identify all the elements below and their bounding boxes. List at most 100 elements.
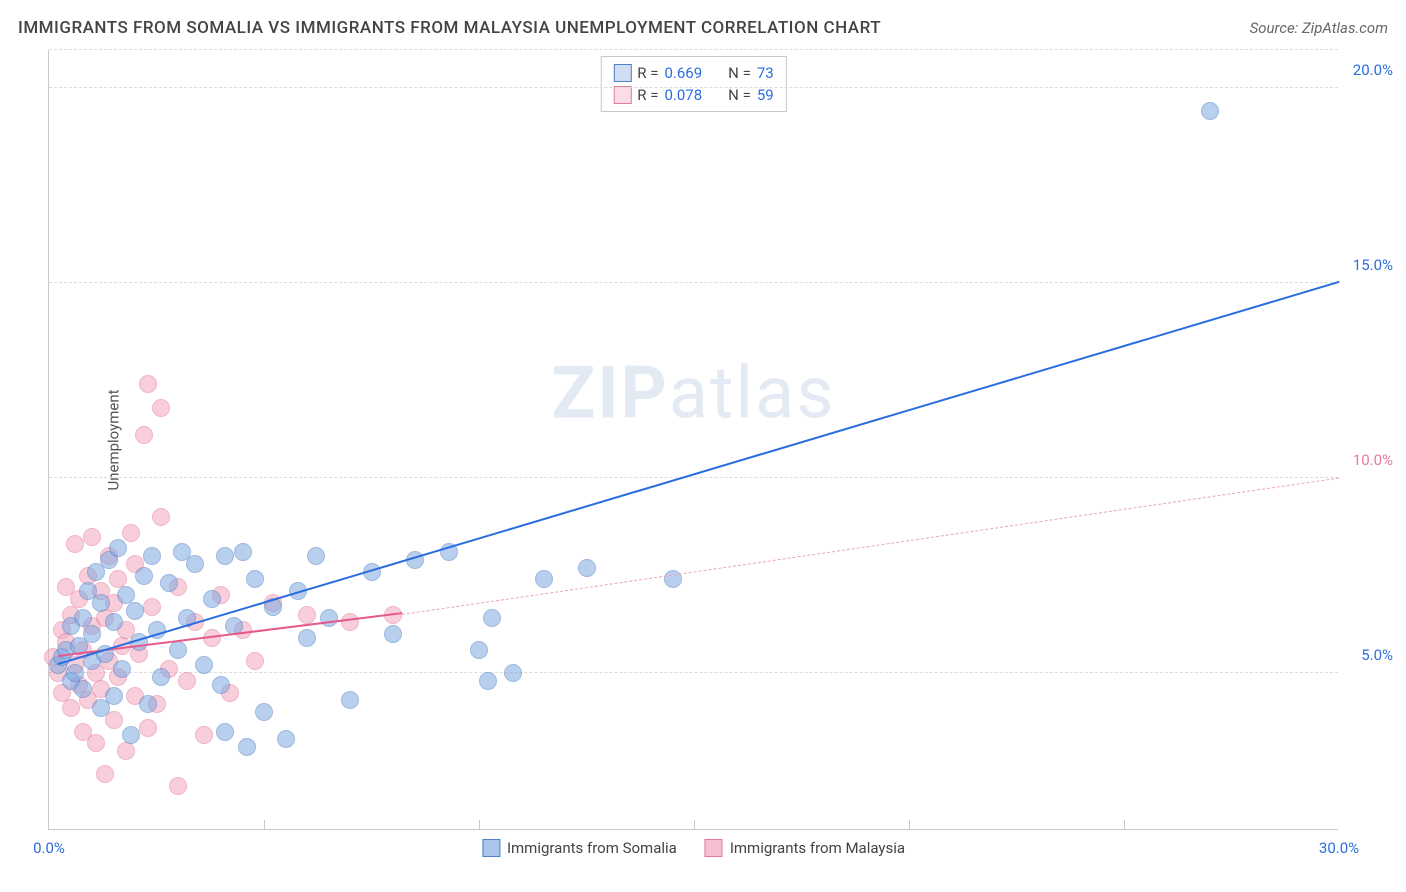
data-point-somalia bbox=[152, 668, 170, 686]
data-point-somalia bbox=[277, 730, 295, 748]
data-point-somalia bbox=[320, 609, 338, 627]
correlation-legend: R = 0.669 N = 73 R = 0.078 N = 59 bbox=[600, 56, 786, 112]
data-point-somalia bbox=[105, 613, 123, 631]
data-point-somalia bbox=[298, 629, 316, 647]
data-point-somalia bbox=[341, 691, 359, 709]
trend-line bbox=[402, 477, 1340, 614]
watermark-zip: ZIP bbox=[552, 350, 669, 435]
legend-r-label: R = bbox=[637, 86, 658, 104]
data-point-malaysia bbox=[122, 524, 140, 542]
data-point-somalia bbox=[105, 687, 123, 705]
data-point-malaysia bbox=[298, 606, 316, 624]
data-point-somalia bbox=[216, 723, 234, 741]
data-point-somalia bbox=[470, 641, 488, 659]
data-point-somalia bbox=[234, 543, 252, 561]
y-tick-label: 20.0% bbox=[1353, 61, 1393, 79]
data-point-somalia bbox=[535, 570, 553, 588]
data-point-malaysia bbox=[178, 672, 196, 690]
x-min-label: 0.0% bbox=[33, 839, 65, 857]
x-tick bbox=[1124, 820, 1125, 830]
data-point-somalia bbox=[169, 641, 187, 659]
data-point-somalia bbox=[578, 559, 596, 577]
data-point-somalia bbox=[113, 660, 131, 678]
data-point-malaysia bbox=[135, 426, 153, 444]
y-tick-label: 10.0% bbox=[1353, 451, 1393, 469]
legend-item: Immigrants from Malaysia bbox=[705, 839, 905, 857]
data-point-malaysia bbox=[83, 528, 101, 546]
data-point-malaysia bbox=[152, 399, 170, 417]
data-point-somalia bbox=[143, 547, 161, 565]
data-point-somalia bbox=[255, 703, 273, 721]
watermark-atlas: atlas bbox=[669, 350, 836, 435]
data-point-malaysia bbox=[246, 652, 264, 670]
data-point-malaysia bbox=[169, 777, 187, 795]
legend-label: Immigrants from Malaysia bbox=[730, 839, 905, 857]
x-tick bbox=[479, 820, 480, 830]
trend-line bbox=[57, 281, 1339, 665]
legend-swatch bbox=[613, 86, 631, 104]
legend-n-value: 73 bbox=[757, 64, 774, 82]
chart-title: IMMIGRANTS FROM SOMALIA VS IMMIGRANTS FR… bbox=[18, 18, 881, 38]
gridline-horizontal bbox=[49, 477, 1338, 478]
data-point-malaysia bbox=[66, 535, 84, 553]
data-point-somalia bbox=[195, 656, 213, 674]
data-point-malaysia bbox=[62, 699, 80, 717]
gridline-horizontal bbox=[49, 49, 1338, 50]
data-point-malaysia bbox=[195, 726, 213, 744]
gridline-horizontal bbox=[49, 672, 1338, 673]
data-point-malaysia bbox=[143, 598, 161, 616]
legend-swatch bbox=[482, 839, 500, 857]
data-point-malaysia bbox=[96, 765, 114, 783]
x-tick bbox=[694, 820, 695, 830]
legend-label: Immigrants from Somalia bbox=[507, 839, 677, 857]
data-point-malaysia bbox=[152, 508, 170, 526]
legend-n-label: N = bbox=[728, 64, 751, 82]
legend-r-value: 0.078 bbox=[664, 86, 702, 104]
y-tick-label: 15.0% bbox=[1353, 256, 1393, 274]
data-point-somalia bbox=[307, 547, 325, 565]
data-point-somalia bbox=[483, 609, 501, 627]
data-point-somalia bbox=[126, 602, 144, 620]
data-point-somalia bbox=[160, 574, 178, 592]
gridline-horizontal bbox=[49, 282, 1338, 283]
legend-row-somalia: R = 0.669 N = 73 bbox=[613, 62, 773, 84]
gridline-horizontal bbox=[49, 87, 1338, 88]
data-point-somalia bbox=[479, 672, 497, 690]
data-point-somalia bbox=[83, 625, 101, 643]
chart-plot-area: Unemployment ZIPatlas R = 0.669 N = 73 R = 0.… bbox=[48, 50, 1338, 830]
data-point-somalia bbox=[74, 680, 92, 698]
legend-swatch bbox=[613, 64, 631, 82]
data-point-somalia bbox=[384, 625, 402, 643]
data-point-somalia bbox=[246, 570, 264, 588]
data-point-malaysia bbox=[139, 375, 157, 393]
x-max-label: 30.0% bbox=[1319, 839, 1359, 857]
legend-swatch bbox=[705, 839, 723, 857]
data-point-somalia bbox=[1201, 102, 1219, 120]
legend-n-value: 59 bbox=[757, 86, 774, 104]
data-point-somalia bbox=[135, 567, 153, 585]
legend-n-label: N = bbox=[728, 86, 751, 104]
data-point-malaysia bbox=[87, 734, 105, 752]
x-tick bbox=[909, 820, 910, 830]
legend-r-label: R = bbox=[637, 64, 658, 82]
data-point-somalia bbox=[186, 555, 204, 573]
source-label: Source: ZipAtlas.com bbox=[1250, 19, 1388, 37]
y-axis-label: Unemployment bbox=[105, 389, 123, 490]
x-tick bbox=[264, 820, 265, 830]
data-point-malaysia bbox=[341, 613, 359, 631]
data-point-somalia bbox=[216, 547, 234, 565]
data-point-somalia bbox=[203, 590, 221, 608]
data-point-somalia bbox=[92, 594, 110, 612]
legend-item: Immigrants from Somalia bbox=[482, 839, 677, 857]
data-point-malaysia bbox=[117, 742, 135, 760]
data-point-somalia bbox=[122, 726, 140, 744]
watermark: ZIPatlas bbox=[552, 350, 836, 435]
data-point-somalia bbox=[109, 539, 127, 557]
data-point-somalia bbox=[139, 695, 157, 713]
y-tick-label: 5.0% bbox=[1361, 646, 1393, 664]
data-point-somalia bbox=[238, 738, 256, 756]
data-point-somalia bbox=[212, 676, 230, 694]
legend-r-value: 0.669 bbox=[664, 64, 702, 82]
series-legend: Immigrants from Somalia Immigrants from M… bbox=[482, 839, 905, 857]
data-point-malaysia bbox=[139, 719, 157, 737]
